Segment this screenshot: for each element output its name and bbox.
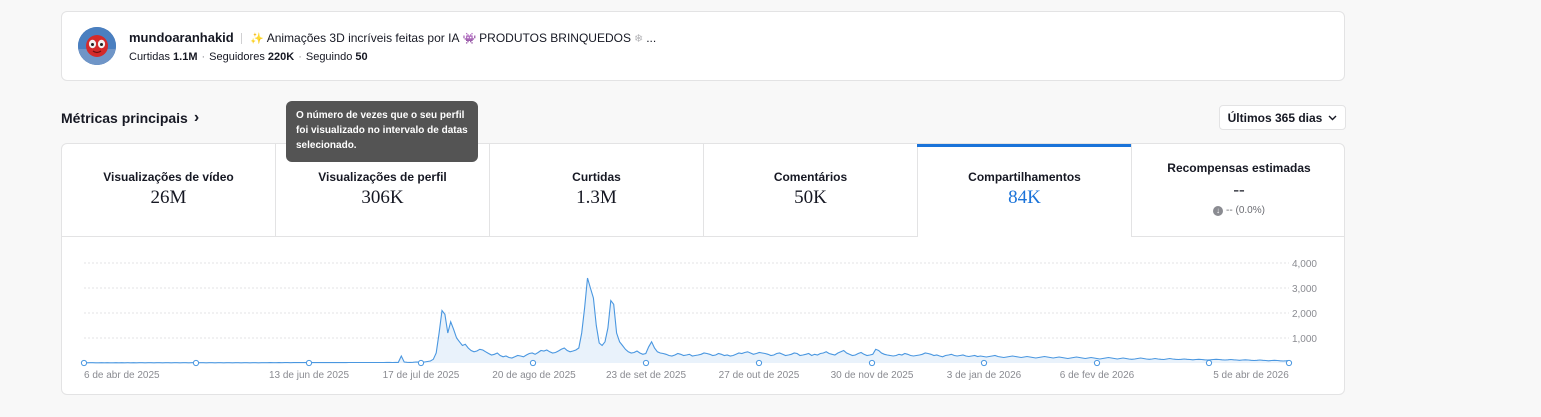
- tab-label: Curtidas: [572, 170, 621, 184]
- x-marker: [642, 359, 650, 367]
- series-area: [84, 278, 1289, 363]
- chevron-right-icon: ›: [193, 109, 200, 126]
- x-tick-label: 3 de jan de 2026: [947, 370, 1022, 381]
- dot-separator: ·: [201, 51, 206, 63]
- x-marker: [417, 359, 425, 367]
- avatar-image: [78, 27, 116, 65]
- x-tick-label: 23 de set de 2025: [606, 370, 687, 381]
- tab-shares[interactable]: Compartilhamentos 84K: [917, 144, 1132, 237]
- tab-estimated-rewards[interactable]: Recompensas estimadas -- ↓ -- (0.0%): [1132, 144, 1344, 237]
- arrow-down-icon: ↓: [1213, 205, 1224, 216]
- following-label: Seguindo: [305, 51, 353, 63]
- x-tick-label: 20 de ago de 2025: [492, 370, 576, 381]
- x-marker: [80, 359, 88, 367]
- tab-label: Visualizações de perfil: [318, 170, 447, 184]
- x-marker: [1285, 359, 1293, 367]
- x-marker: [305, 359, 313, 367]
- bio-text: Animações 3D incríveis feitas por IA: [266, 31, 460, 45]
- x-tick-label: 6 de fev de 2026: [1060, 370, 1135, 381]
- dot-separator: ·: [298, 51, 302, 63]
- tab-value: --: [1233, 180, 1245, 199]
- profile-card: mundoaranhakid ✨ Animações 3D incríveis …: [61, 11, 1345, 81]
- x-marker: [1205, 359, 1213, 367]
- y-tick-label: 4,000: [1292, 259, 1317, 270]
- followers-label: Seguidores: [209, 51, 265, 63]
- snowflake-icon: ❄: [633, 32, 644, 45]
- profile-bio: ✨ Animações 3D incríveis feitas por IA 👾…: [250, 31, 656, 45]
- tab-value: 84K: [1008, 187, 1041, 208]
- divider: [241, 33, 242, 44]
- x-tick-label: 13 de jun de 2025: [269, 370, 350, 381]
- alien-monster-icon: 👾: [462, 32, 477, 45]
- tab-value: 26M: [150, 187, 187, 208]
- x-tick-label: 6 de abr de 2025: [84, 370, 160, 381]
- tab-value: 306K: [361, 187, 404, 208]
- x-marker: [529, 359, 537, 367]
- tab-label: Recompensas estimadas: [1167, 161, 1311, 175]
- shares-chart: 4,000 3,000 2,000 1,000 6 de abr de 2025 13 d…: [62, 237, 1344, 394]
- delta-text: -- (0.0%): [1226, 205, 1265, 216]
- x-marker: [868, 359, 876, 367]
- x-tick-label: 5 de abr de 2026: [1213, 370, 1289, 381]
- tab-value: 1.3M: [576, 187, 617, 208]
- chart-svg: 4,000 3,000 2,000 1,000 6 de abr de 2025 13 d…: [80, 259, 1317, 381]
- x-tick-label: 30 de nov de 2025: [831, 370, 914, 381]
- likes-label: Curtidas: [129, 51, 170, 63]
- tab-profile-views[interactable]: Visualizações de perfil 306K: [276, 144, 490, 237]
- x-marker: [192, 359, 200, 367]
- bio-ellipsis: ...: [646, 31, 657, 45]
- avatar[interactable]: [78, 27, 116, 65]
- y-tick-label: 3,000: [1292, 284, 1317, 295]
- tab-comments[interactable]: Comentários 50K: [704, 144, 918, 237]
- rewards-delta: ↓ -- (0.0%): [1132, 205, 1344, 216]
- x-marker: [1093, 359, 1101, 367]
- x-tick-label: 27 de out de 2025: [719, 370, 800, 381]
- metric-tabs: Visualizações de vídeo 26M Visualizações…: [62, 144, 1344, 237]
- profile-username[interactable]: mundoaranhakid: [129, 30, 234, 45]
- y-tick-label: 2,000: [1292, 309, 1317, 320]
- y-tick-label: 1,000: [1292, 334, 1317, 345]
- tab-likes[interactable]: Curtidas 1.3M: [490, 144, 704, 237]
- tab-value: 50K: [794, 187, 827, 208]
- chevron-down-icon: [1328, 113, 1337, 123]
- followers-value: 220K: [267, 51, 295, 63]
- bio-text-2: PRODUTOS BRINQUEDOS: [479, 31, 631, 45]
- x-marker: [755, 359, 763, 367]
- likes-value: 1.1M: [173, 51, 198, 63]
- profile-views-tooltip: O número de vezes que o seu perfil foi v…: [286, 101, 478, 162]
- metrics-card: Visualizações de vídeo 26M Visualizações…: [61, 143, 1345, 395]
- profile-stats: Curtidas 1.1M · Seguidores 220K · Seguindo 5…: [129, 51, 368, 63]
- tab-label: Comentários: [773, 170, 848, 184]
- following-value: 50: [355, 51, 368, 63]
- date-range-dropdown[interactable]: Últimos 365 dias: [1219, 105, 1346, 130]
- key-metrics-link[interactable]: Métricas principais ›: [61, 109, 199, 127]
- section-title: Métricas principais: [61, 110, 188, 126]
- tab-label: Compartilhamentos: [968, 170, 1081, 184]
- tab-label: Visualizações de vídeo: [103, 170, 234, 184]
- series-line: [84, 277, 1290, 364]
- date-range-label: Últimos 365 dias: [1227, 110, 1323, 125]
- x-tick-label: 17 de jul de 2025: [383, 370, 460, 381]
- sparkles-icon: ✨: [250, 32, 264, 45]
- x-marker: [980, 359, 988, 367]
- tab-video-views[interactable]: Visualizações de vídeo 26M: [62, 144, 276, 237]
